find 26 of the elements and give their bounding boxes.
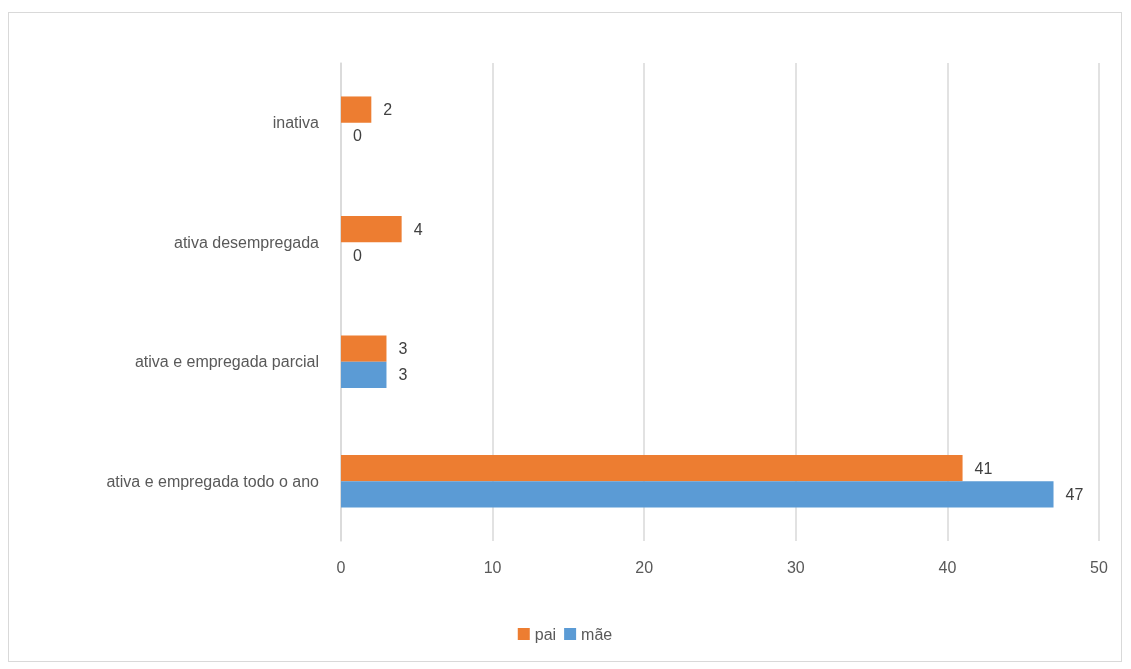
x-tick-label: 10 <box>483 558 502 576</box>
data-label: 2 <box>383 101 393 119</box>
bar <box>341 361 387 389</box>
x-tick-label: 0 <box>336 558 346 576</box>
bar <box>341 96 372 123</box>
data-label: 0 <box>353 246 362 264</box>
data-label: 3 <box>398 340 408 358</box>
data-label: 0 <box>353 127 362 145</box>
x-tick-label: 20 <box>635 558 654 576</box>
data-label: 41 <box>974 459 993 477</box>
x-tick-label: 50 <box>1090 558 1108 576</box>
bar <box>341 335 387 362</box>
bar <box>341 215 402 243</box>
y-tick-label: ativa e empregada todo o ano <box>106 472 320 490</box>
data-label: 3 <box>398 366 408 384</box>
x-tick-label: 30 <box>786 558 805 576</box>
data-label: 4 <box>413 220 423 238</box>
bar <box>341 481 1054 508</box>
y-tick-label: ativa e empregada parcial <box>134 353 319 371</box>
legend-label: pai <box>534 625 557 643</box>
x-tick-label: 40 <box>938 558 957 576</box>
y-tick-label: ativa desempregada <box>174 233 320 251</box>
y-tick-label: inativa <box>272 114 320 132</box>
legend-label: mãe <box>581 625 613 643</box>
bar <box>341 454 963 482</box>
data-label: 47 <box>1065 485 1084 503</box>
